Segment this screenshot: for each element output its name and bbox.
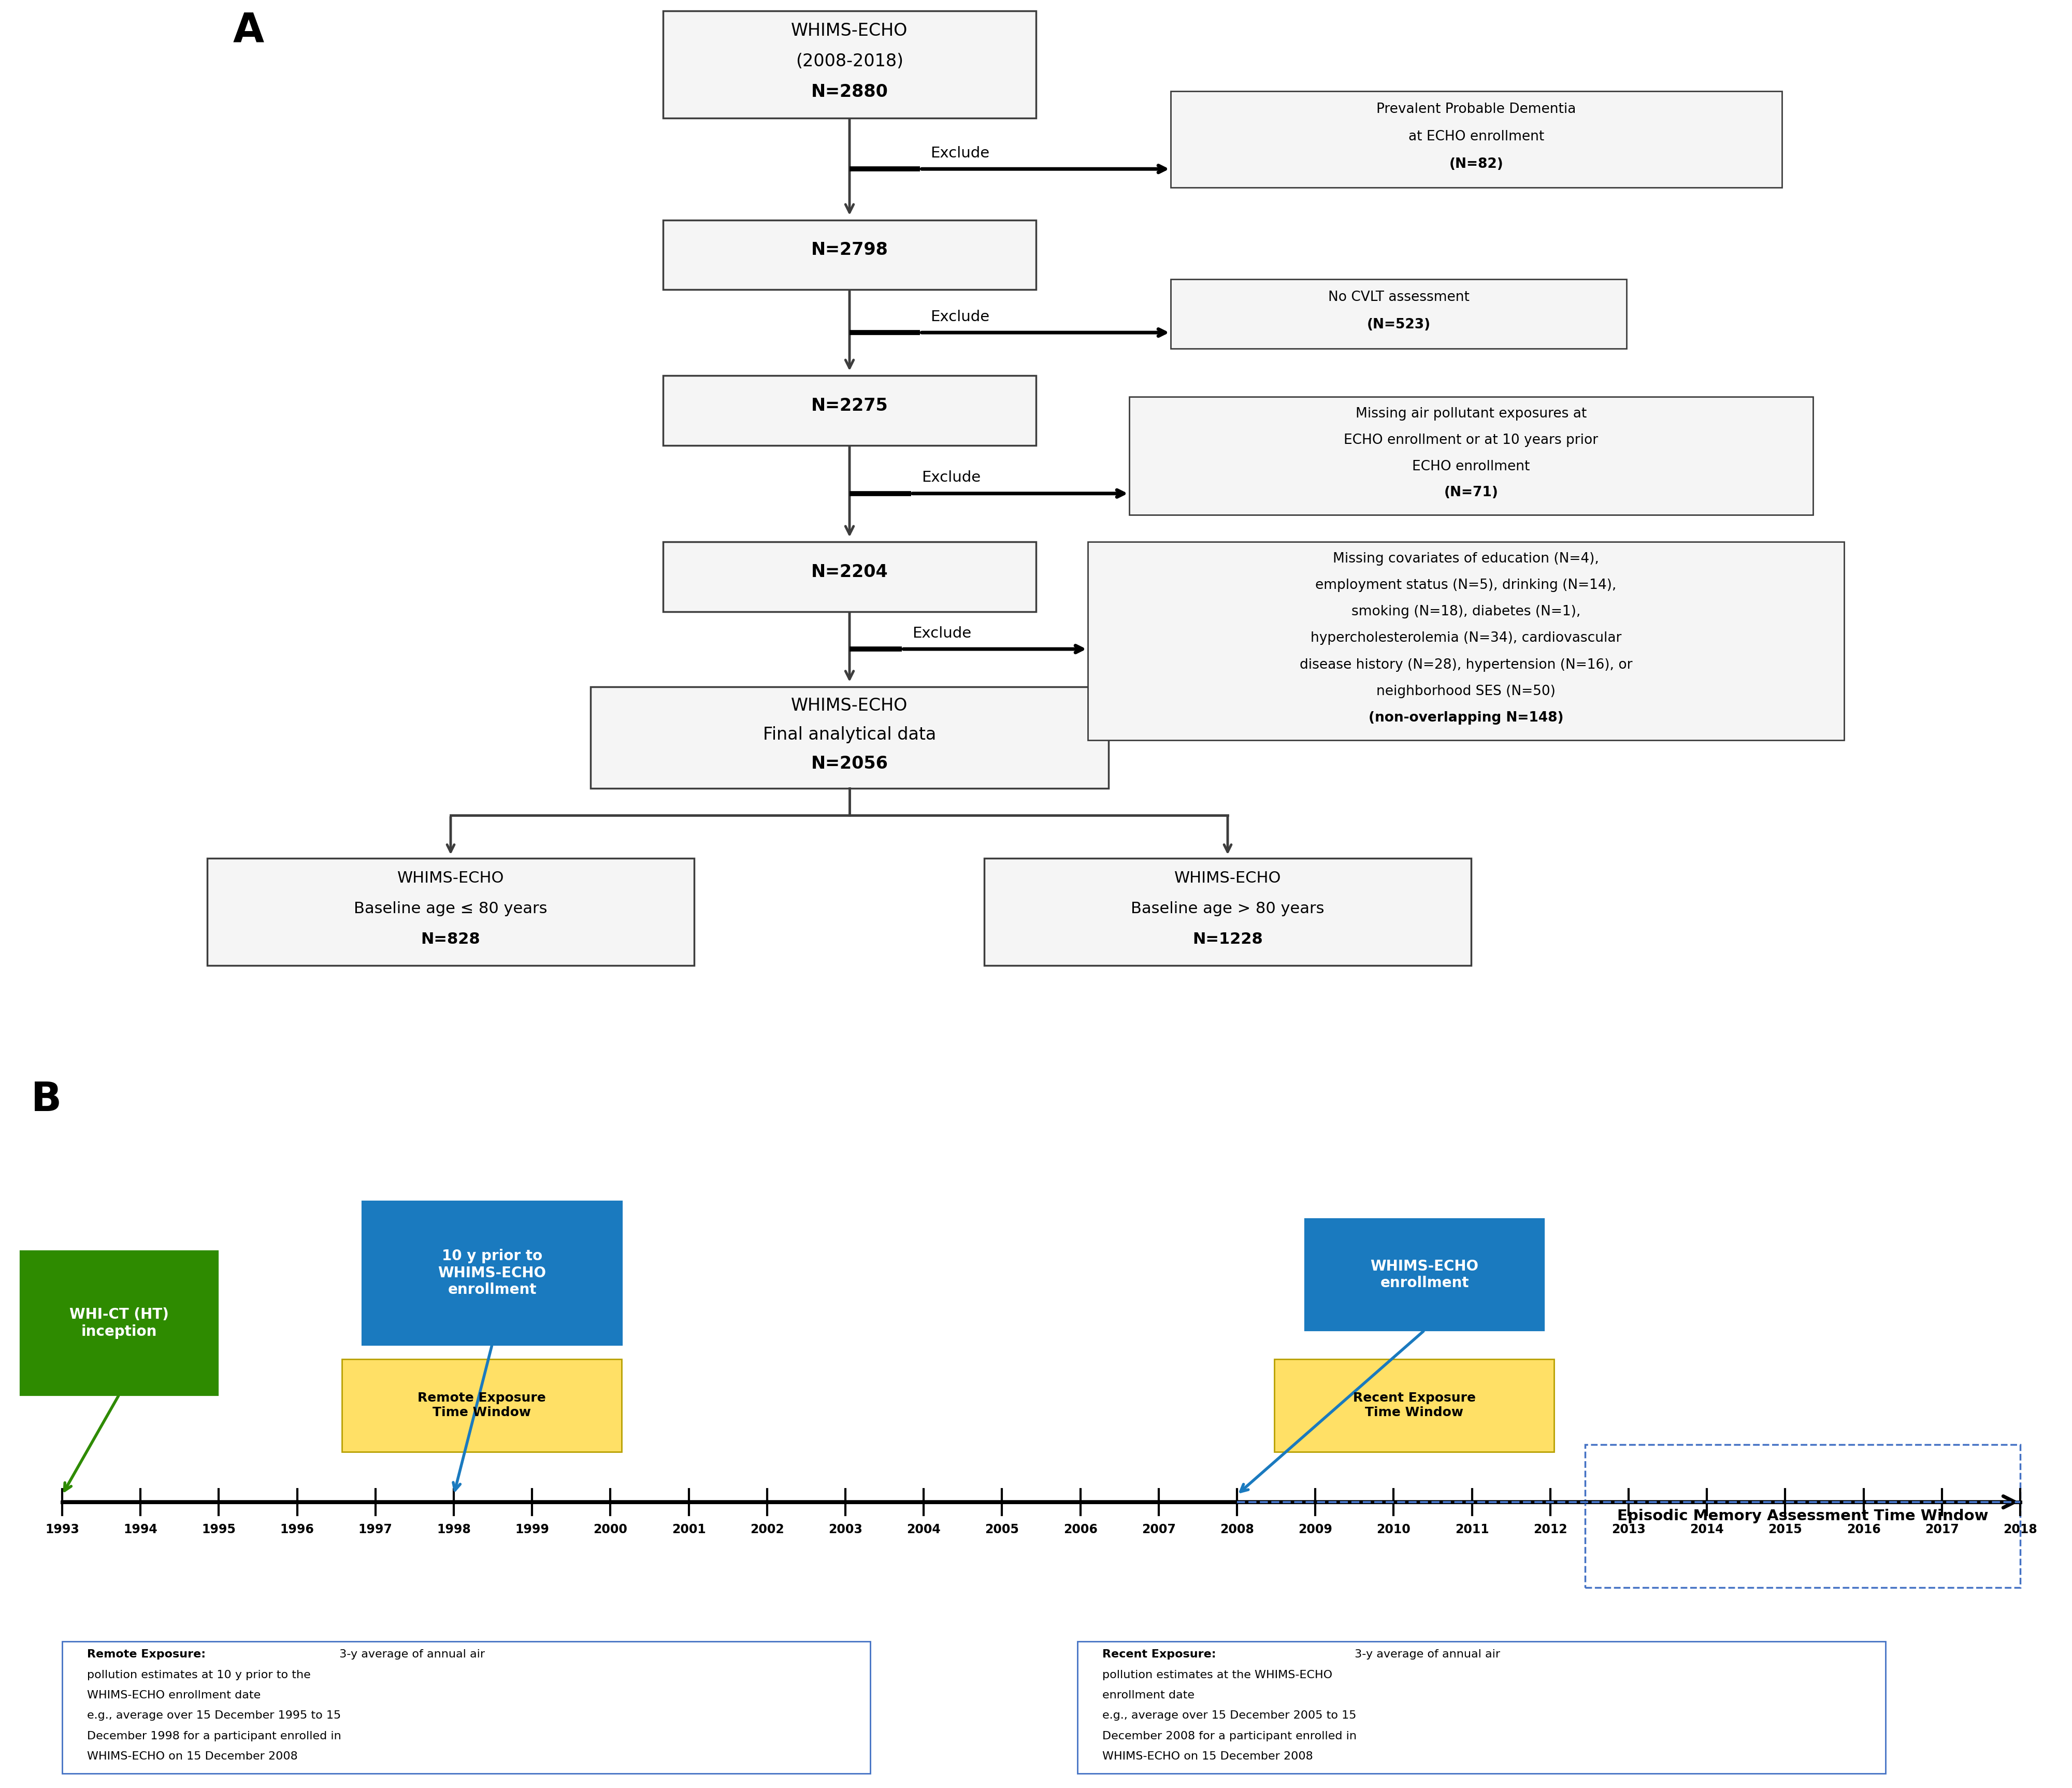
Text: 2011: 2011: [1455, 1523, 1490, 1536]
Text: (N=71): (N=71): [1444, 486, 1498, 499]
Text: hypercholesterolemia (N=34), cardiovascular: hypercholesterolemia (N=34), cardiovascu…: [1310, 631, 1622, 645]
Text: Final analytical data: Final analytical data: [762, 726, 937, 744]
Text: employment status (N=5), drinking (N=14),: employment status (N=5), drinking (N=14)…: [1316, 579, 1616, 592]
Text: 2005: 2005: [984, 1523, 1019, 1536]
Text: Exclude: Exclude: [922, 470, 980, 485]
Text: Missing air pollutant exposures at: Missing air pollutant exposures at: [1355, 408, 1587, 420]
Text: smoking (N=18), diabetes (N=1),: smoking (N=18), diabetes (N=1),: [1351, 604, 1581, 619]
Text: 2008: 2008: [1220, 1523, 1254, 1536]
FancyBboxPatch shape: [21, 1252, 218, 1395]
Text: enrollment date: enrollment date: [1102, 1690, 1193, 1700]
Text: December 2008 for a participant enrolled in: December 2008 for a participant enrolled…: [1102, 1731, 1357, 1742]
Text: 2002: 2002: [750, 1523, 783, 1536]
FancyBboxPatch shape: [207, 858, 694, 966]
Text: A: A: [232, 11, 265, 50]
Text: WHIMS-ECHO: WHIMS-ECHO: [792, 697, 908, 713]
Text: WHIMS-ECHO on 15 December 2008: WHIMS-ECHO on 15 December 2008: [87, 1750, 298, 1761]
FancyBboxPatch shape: [1129, 397, 1813, 515]
Text: No CVLT assessment: No CVLT assessment: [1328, 290, 1469, 304]
Text: 2009: 2009: [1299, 1523, 1332, 1536]
Text: ECHO enrollment: ECHO enrollment: [1413, 460, 1529, 474]
Text: Baseline age ≤ 80 years: Baseline age ≤ 80 years: [354, 901, 547, 915]
Text: 1998: 1998: [437, 1523, 470, 1536]
Text: 1997: 1997: [358, 1523, 392, 1536]
Text: (N=523): (N=523): [1368, 318, 1430, 333]
FancyBboxPatch shape: [363, 1202, 622, 1345]
Text: disease history (N=28), hypertension (N=16), or: disease history (N=28), hypertension (N=…: [1299, 658, 1633, 672]
Text: N=2056: N=2056: [810, 755, 889, 772]
Text: 2014: 2014: [1691, 1523, 1724, 1536]
Text: Remote Exposure:: Remote Exposure:: [87, 1650, 205, 1659]
Text: N=2880: N=2880: [810, 84, 889, 100]
Text: 2018: 2018: [2004, 1523, 2037, 1536]
Text: 1995: 1995: [201, 1523, 236, 1536]
Text: WHIMS-ECHO: WHIMS-ECHO: [792, 21, 908, 39]
Text: WHIMS-ECHO
enrollment: WHIMS-ECHO enrollment: [1370, 1259, 1479, 1291]
Text: 1999: 1999: [516, 1523, 549, 1536]
FancyBboxPatch shape: [1171, 91, 1782, 188]
Text: 2004: 2004: [908, 1523, 941, 1536]
Text: Episodic Memory Assessment Time Window: Episodic Memory Assessment Time Window: [1616, 1509, 1989, 1523]
FancyBboxPatch shape: [342, 1359, 622, 1452]
FancyBboxPatch shape: [1274, 1359, 1554, 1452]
Text: 1996: 1996: [280, 1523, 315, 1536]
Text: 2006: 2006: [1063, 1523, 1098, 1536]
FancyBboxPatch shape: [663, 220, 1036, 290]
Text: N=2204: N=2204: [810, 563, 889, 581]
Text: Remote Exposure
Time Window: Remote Exposure Time Window: [419, 1391, 545, 1420]
Text: 3-y average of annual air: 3-y average of annual air: [336, 1650, 485, 1659]
Text: e.g., average over 15 December 1995 to 15: e.g., average over 15 December 1995 to 1…: [87, 1711, 342, 1720]
Text: WHIMS-ECHO enrollment date: WHIMS-ECHO enrollment date: [87, 1690, 261, 1700]
Text: (non-overlapping N=148): (non-overlapping N=148): [1368, 712, 1564, 724]
Text: 1993: 1993: [46, 1523, 79, 1536]
Text: WHIMS-ECHO on 15 December 2008: WHIMS-ECHO on 15 December 2008: [1102, 1750, 1314, 1761]
Text: 2003: 2003: [829, 1523, 862, 1536]
Text: at ECHO enrollment: at ECHO enrollment: [1409, 131, 1544, 143]
FancyBboxPatch shape: [1305, 1219, 1544, 1330]
Text: (2008-2018): (2008-2018): [796, 54, 903, 70]
FancyBboxPatch shape: [663, 542, 1036, 611]
Text: Prevalent Probable Dementia: Prevalent Probable Dementia: [1376, 102, 1577, 116]
Text: 2017: 2017: [1925, 1523, 1958, 1536]
FancyBboxPatch shape: [1171, 279, 1627, 349]
Text: 1994: 1994: [124, 1523, 157, 1536]
Text: B: B: [31, 1080, 62, 1119]
Text: WHIMS-ECHO: WHIMS-ECHO: [398, 871, 503, 885]
Text: 2015: 2015: [1767, 1523, 1803, 1536]
Text: pollution estimates at the WHIMS-ECHO: pollution estimates at the WHIMS-ECHO: [1102, 1670, 1332, 1681]
Text: N=2275: N=2275: [810, 397, 889, 415]
Text: 2012: 2012: [1533, 1523, 1566, 1536]
FancyBboxPatch shape: [591, 687, 1109, 789]
Text: 2016: 2016: [1846, 1523, 1881, 1536]
FancyBboxPatch shape: [663, 11, 1036, 118]
Text: N=1228: N=1228: [1193, 932, 1262, 948]
Text: Baseline age > 80 years: Baseline age > 80 years: [1131, 901, 1324, 915]
Text: WHIMS-ECHO: WHIMS-ECHO: [1175, 871, 1280, 885]
Text: 10 y prior to
WHIMS-ECHO
enrollment: 10 y prior to WHIMS-ECHO enrollment: [437, 1250, 547, 1296]
Text: December 1998 for a participant enrolled in: December 1998 for a participant enrolled…: [87, 1731, 342, 1742]
Text: pollution estimates at 10 y prior to the: pollution estimates at 10 y prior to the: [87, 1670, 311, 1681]
Text: Exclude: Exclude: [912, 626, 972, 640]
Text: 2000: 2000: [593, 1523, 628, 1536]
Text: 2013: 2013: [1612, 1523, 1645, 1536]
Text: Recent Exposure
Time Window: Recent Exposure Time Window: [1353, 1391, 1475, 1420]
Text: Missing covariates of education (N=4),: Missing covariates of education (N=4),: [1332, 552, 1600, 565]
Text: N=828: N=828: [421, 932, 481, 948]
Text: e.g., average over 15 December 2005 to 15: e.g., average over 15 December 2005 to 1…: [1102, 1711, 1357, 1720]
Text: neighborhood SES (N=50): neighborhood SES (N=50): [1376, 685, 1556, 697]
Text: ECHO enrollment or at 10 years prior: ECHO enrollment or at 10 years prior: [1345, 433, 1598, 447]
Text: Exclude: Exclude: [930, 147, 990, 161]
Text: 2001: 2001: [671, 1523, 707, 1536]
Text: Recent Exposure:: Recent Exposure:: [1102, 1650, 1216, 1659]
FancyBboxPatch shape: [1088, 542, 1844, 740]
Text: WHI-CT (HT)
inception: WHI-CT (HT) inception: [70, 1307, 168, 1339]
Text: 2007: 2007: [1142, 1523, 1175, 1536]
FancyBboxPatch shape: [984, 858, 1471, 966]
Text: 2010: 2010: [1376, 1523, 1411, 1536]
Text: Exclude: Exclude: [930, 309, 990, 324]
Text: N=2798: N=2798: [810, 241, 889, 259]
Text: (N=82): (N=82): [1448, 157, 1504, 172]
Text: 3-y average of annual air: 3-y average of annual air: [1351, 1650, 1500, 1659]
FancyBboxPatch shape: [663, 375, 1036, 445]
